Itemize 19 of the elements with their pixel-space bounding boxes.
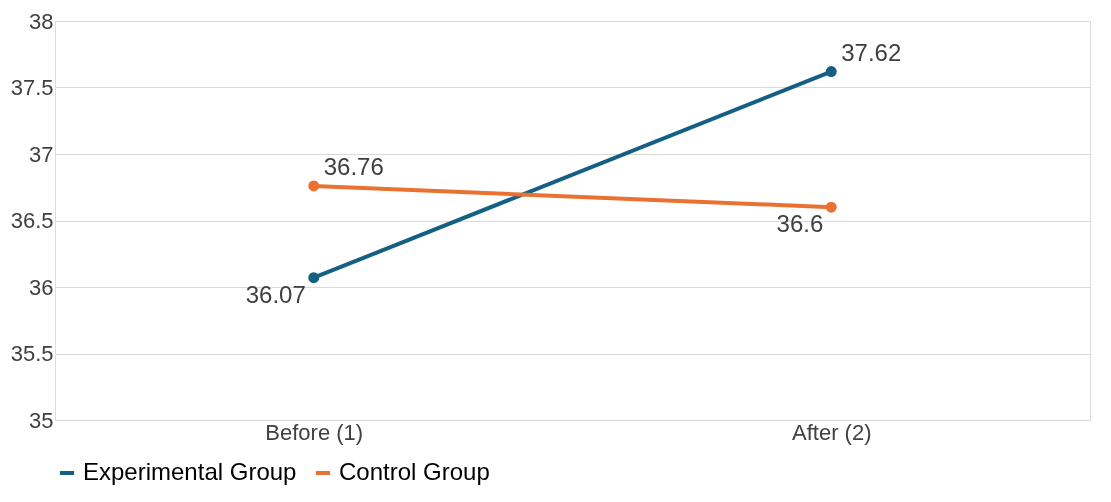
point [825,66,837,78]
y-tick-label: 38 [29,8,54,34]
x-tick-label: Before (1) [265,419,364,445]
data-label: 36.76 [323,152,384,180]
point [308,272,320,284]
y-tick-label: 37.5 [10,75,54,100]
legend-label: Experimental Group [83,458,297,485]
y-tick-label: 37 [29,141,54,167]
y-tick-label: 35 [29,407,54,433]
legend-label: Control Group [339,458,490,485]
x-tick-label: After (2) [792,419,872,445]
point [308,180,320,192]
y-tick-label: 36.5 [10,208,54,233]
y-tick-label: 36 [29,274,54,300]
data-label: 36.6 [776,210,824,238]
y-tick-label: 35.5 [10,341,54,366]
data-label: 37.62 [841,38,902,66]
data-label: 36.07 [245,280,306,308]
point [825,201,837,213]
